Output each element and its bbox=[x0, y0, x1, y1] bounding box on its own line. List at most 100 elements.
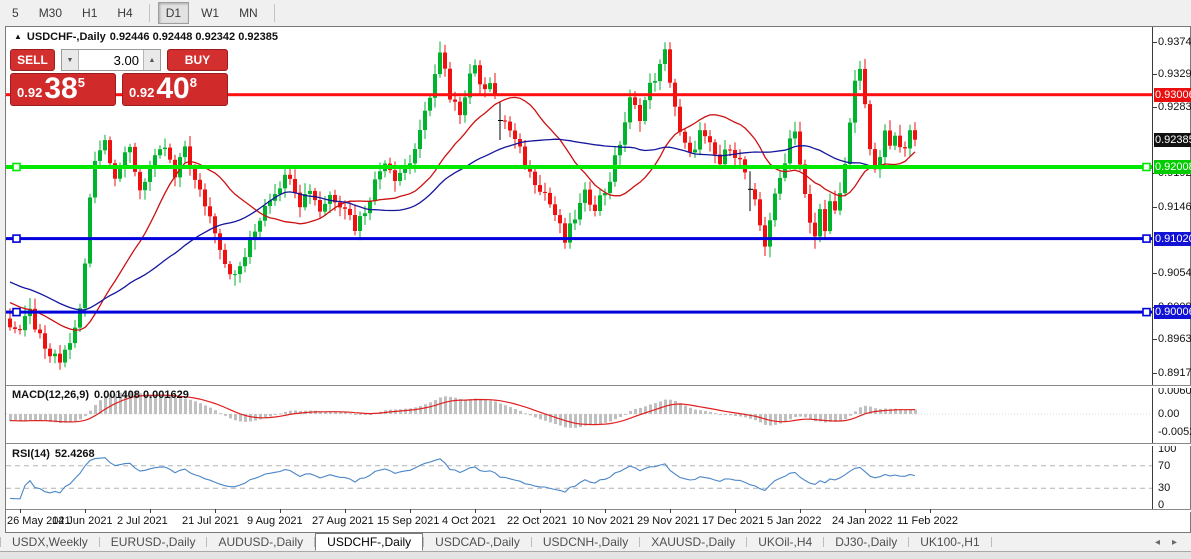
timeframe-d1[interactable]: D1 bbox=[157, 2, 190, 24]
price-tag-0.92385: 0.92385 bbox=[1154, 132, 1191, 147]
symbol-arrow-icon: ▲ bbox=[14, 32, 22, 41]
toolbar-divider bbox=[273, 4, 275, 22]
rsi-axis-label: 30 bbox=[1158, 482, 1171, 495]
price-tick bbox=[1152, 74, 1157, 76]
horizontal-line-0.90006[interactable] bbox=[6, 310, 1152, 314]
date-tick bbox=[670, 509, 671, 513]
rsi-axis-label: 100 bbox=[1158, 443, 1177, 455]
line-handle[interactable] bbox=[1142, 234, 1151, 243]
date-tick-label: 24 Jan 2022 bbox=[832, 515, 893, 527]
tab-separator bbox=[990, 537, 992, 547]
tab-xauusd-daily[interactable]: XAUUSD-,Daily bbox=[651, 535, 736, 549]
volume-decrease-icon[interactable]: ▼ bbox=[61, 50, 79, 70]
tab-separator bbox=[206, 537, 208, 547]
tab-bar-bottom-strip bbox=[0, 551, 1191, 559]
tab-separator bbox=[639, 537, 641, 547]
timeframe-mn[interactable]: MN bbox=[239, 6, 258, 20]
date-tick bbox=[215, 509, 216, 513]
symbol-tab-bar: USDX,Weekly EURUSD-,Daily AUDUSD-,Daily USD… bbox=[0, 533, 1191, 551]
price-tag-0.90006: 0.90006 bbox=[1154, 305, 1191, 320]
candlestick-chart bbox=[6, 41, 1152, 370]
rsi-value: 52.4268 bbox=[54, 448, 95, 460]
date-tick bbox=[150, 509, 151, 513]
tab-usdcad-daily[interactable]: USDCAD-,Daily bbox=[435, 535, 520, 549]
price-tick bbox=[1152, 339, 1157, 341]
price-chart bbox=[6, 27, 1152, 385]
timeframe-h1[interactable]: H1 bbox=[82, 6, 98, 20]
date-tick bbox=[540, 509, 541, 513]
date-tick bbox=[800, 509, 801, 513]
date-tick bbox=[605, 509, 606, 513]
timeframe-h4[interactable]: H4 bbox=[117, 6, 133, 20]
tab-audusd-daily[interactable]: AUDUSD-,Daily bbox=[218, 535, 304, 549]
price-tick bbox=[1152, 273, 1157, 275]
sell-price-big: 38 bbox=[44, 72, 78, 105]
tab-usdx-weekly[interactable]: USDX,Weekly bbox=[12, 535, 88, 549]
tabs-scroll-left-icon[interactable]: ◂ bbox=[1154, 536, 1160, 548]
rsi-axis-label: 70 bbox=[1158, 459, 1171, 472]
sell-button[interactable]: SELL bbox=[10, 49, 55, 71]
tab-separator bbox=[98, 537, 100, 547]
date-tick-label: 14 Jun 2021 bbox=[52, 515, 113, 527]
horizontal-line-0.93006[interactable] bbox=[6, 93, 1152, 97]
date-tick-label: 21 Jul 2021 bbox=[182, 515, 239, 527]
chart-window bbox=[5, 26, 1191, 533]
tab-dj30-daily[interactable]: DJ30-,Daily bbox=[835, 535, 898, 549]
rsi-axis-label: 0 bbox=[1158, 499, 1165, 511]
price-tick bbox=[1152, 206, 1157, 208]
date-tick-label: 29 Nov 2021 bbox=[637, 515, 700, 527]
pane-separator[interactable] bbox=[6, 385, 1191, 388]
timeframe-m30[interactable]: M30 bbox=[38, 6, 63, 20]
buy-button[interactable]: BUY bbox=[166, 49, 228, 71]
line-handle[interactable] bbox=[1142, 307, 1151, 317]
tab-ukoil-h4[interactable]: UKOil-,H4 bbox=[758, 535, 813, 549]
volume-increase-icon[interactable]: ▲ bbox=[142, 50, 160, 70]
tab-usdchf-daily[interactable]: USDCHF-,Daily bbox=[315, 533, 424, 551]
date-tick-label: 4 Oct 2021 bbox=[442, 515, 496, 527]
tab-separator bbox=[908, 537, 910, 547]
date-tick bbox=[410, 509, 411, 513]
date-tick-label: 27 Aug 2021 bbox=[312, 515, 374, 527]
date-tick-label: 10 Nov 2021 bbox=[572, 515, 635, 527]
tabs-scroll-right-icon[interactable]: ▸ bbox=[1171, 536, 1177, 548]
timeframe-w1[interactable]: W1 bbox=[201, 6, 220, 20]
date-tick-label: 17 Dec 2021 bbox=[702, 515, 765, 527]
sell-price-display[interactable]: 0.92 38 5 bbox=[10, 73, 116, 106]
date-tick bbox=[280, 509, 281, 513]
line-handle[interactable] bbox=[12, 162, 21, 172]
date-tick-label: 5 Jan 2022 bbox=[767, 515, 822, 527]
rsi-name: RSI(14) bbox=[12, 448, 50, 460]
tab-uk100-h1[interactable]: UK100-,H1 bbox=[920, 535, 980, 549]
volume-input[interactable] bbox=[78, 50, 143, 70]
horizontal-line-0.92008[interactable] bbox=[6, 165, 1152, 169]
sell-price-sup: 5 bbox=[77, 75, 85, 90]
buy-price-sup: 8 bbox=[189, 75, 197, 90]
horizontal-line-0.9102[interactable] bbox=[6, 237, 1152, 241]
timeframe-5[interactable]: 5 bbox=[12, 6, 19, 20]
buy-price-display[interactable]: 0.92 40 8 bbox=[122, 73, 228, 106]
date-tick bbox=[20, 509, 21, 513]
line-handle[interactable] bbox=[12, 307, 21, 317]
buy-price-big: 40 bbox=[156, 72, 190, 105]
buy-price-prefix: 0.92 bbox=[129, 85, 155, 100]
date-tick bbox=[930, 509, 931, 513]
pane-separator[interactable] bbox=[6, 509, 1191, 512]
line-handle[interactable] bbox=[1142, 162, 1151, 172]
rsi-chart bbox=[6, 457, 1152, 500]
macd-axis-label: 0.006038 bbox=[1158, 385, 1191, 397]
pane-separator[interactable] bbox=[6, 443, 1191, 446]
date-tick bbox=[735, 509, 736, 513]
timeframe-toolbar: 5 M30 H1 H4 D1 W1 MN bbox=[0, 0, 1191, 26]
tab-eurusd-daily[interactable]: EURUSD-,Daily bbox=[110, 535, 196, 549]
macd-chart bbox=[6, 390, 1152, 428]
line-handle[interactable] bbox=[12, 234, 21, 243]
tab-separator bbox=[423, 537, 425, 547]
tab-separator bbox=[0, 537, 1, 547]
tab-usdcnh-daily[interactable]: USDCNH-,Daily bbox=[542, 535, 629, 549]
macd-pane bbox=[6, 388, 1152, 443]
macd-axis-label: 0.00 bbox=[1158, 408, 1180, 420]
macd-name: MACD(12,26,9) bbox=[12, 389, 90, 401]
